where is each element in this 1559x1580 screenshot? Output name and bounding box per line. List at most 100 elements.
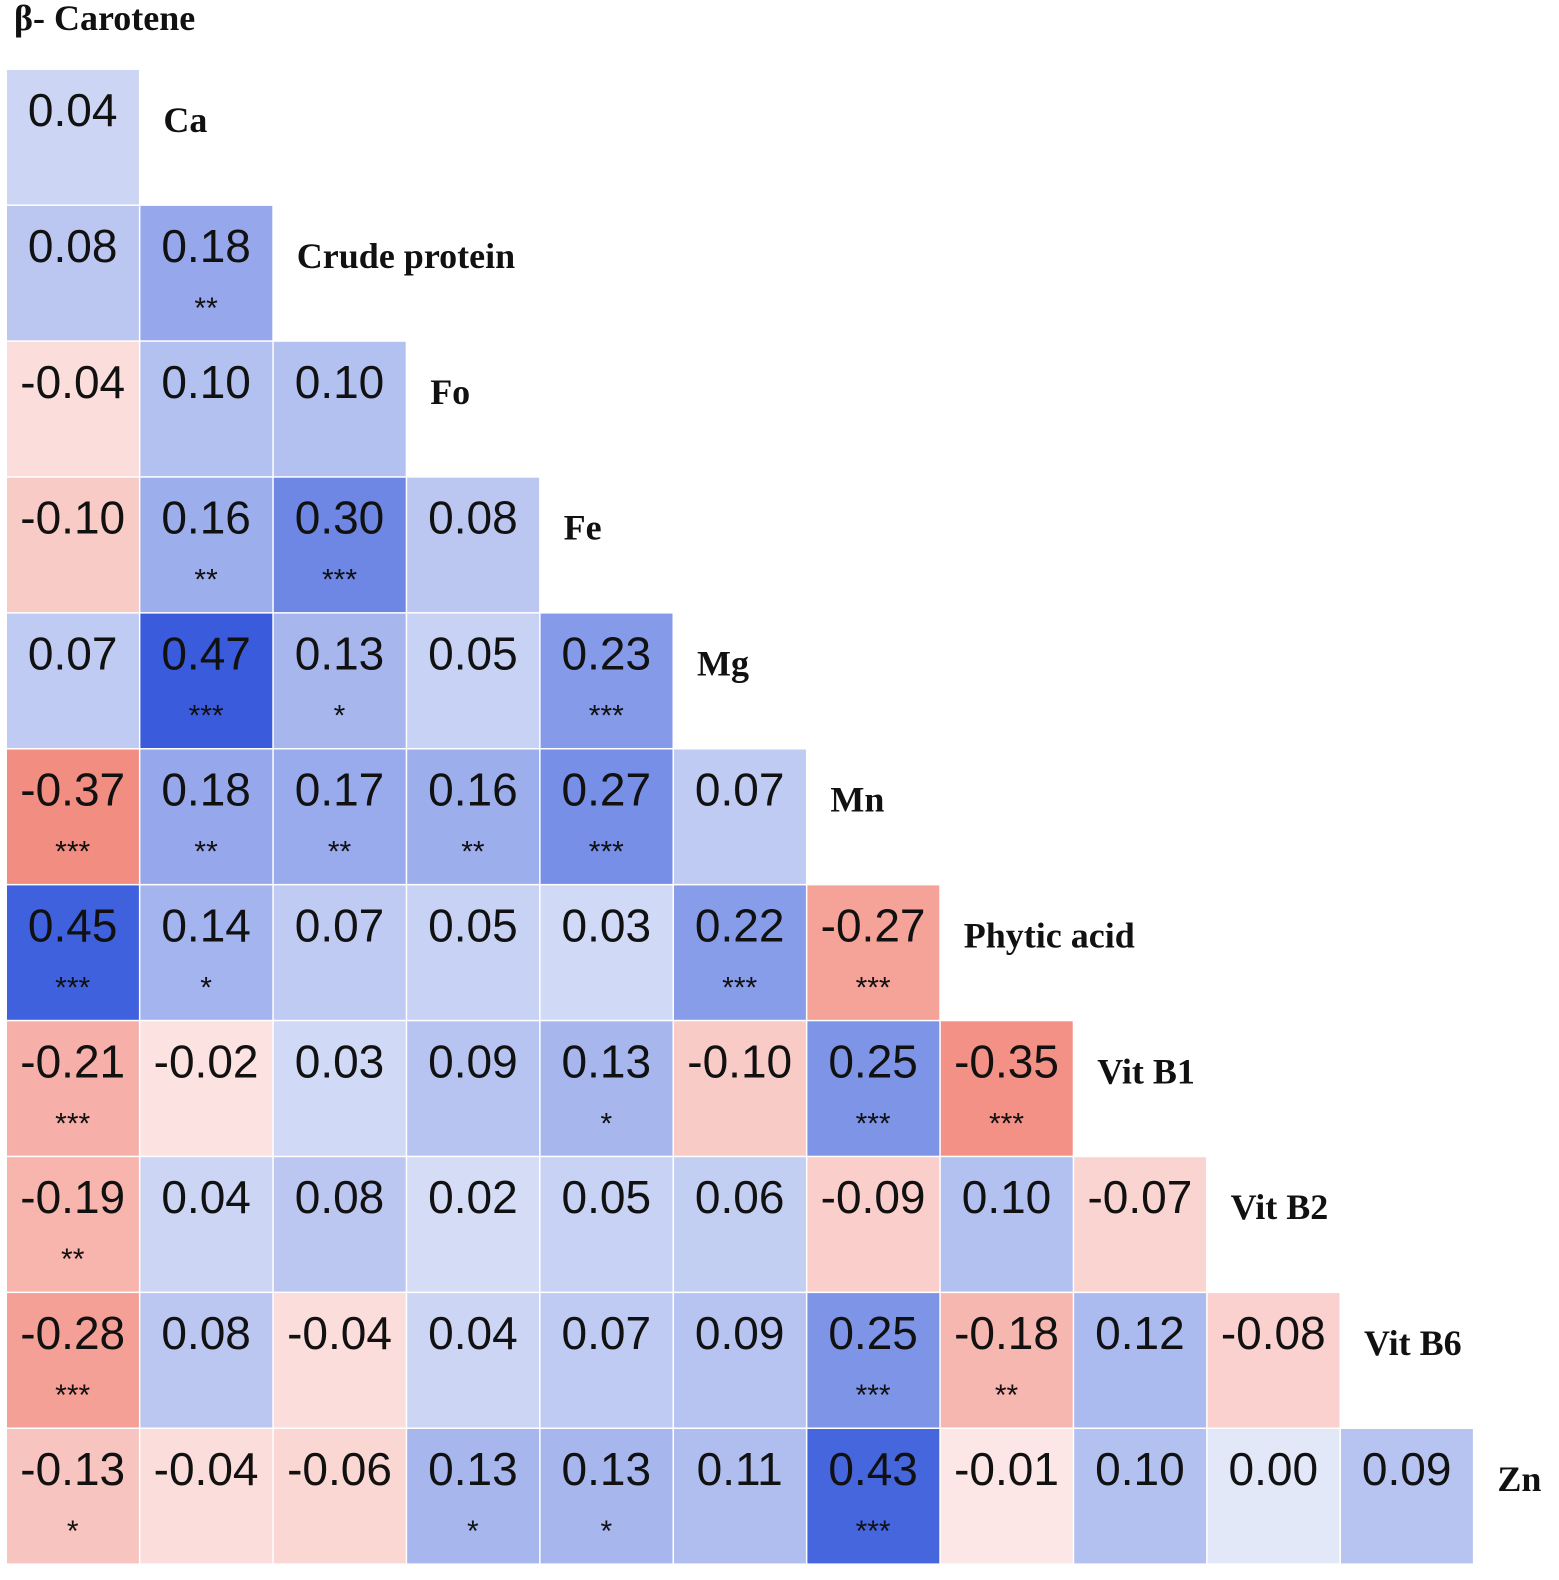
cell-significance-label: ** — [328, 836, 352, 869]
heatmap-cell-vit-b1-fo — [407, 1021, 540, 1156]
heatmap-cell-ca-carotene — [7, 70, 139, 205]
heatmap-cell-vit-b2-vit-b1 — [1074, 1157, 1207, 1292]
cell-value-label: 0.30 — [295, 492, 385, 544]
cell-value-label: 0.13 — [295, 628, 385, 680]
variable-label-zn: Zn — [1497, 1459, 1541, 1499]
heatmap-cell-fo-ca — [140, 341, 273, 477]
heatmap-cell-fe-carotene — [7, 477, 139, 613]
heatmap-cell-vit-b2-ca — [140, 1157, 273, 1292]
heatmap-cell-vit-b2-carotene — [7, 1157, 139, 1292]
cell-significance-label: ** — [61, 1243, 85, 1276]
cell-value-label: -0.09 — [821, 1171, 926, 1223]
heatmap-cell-vit-b6-mg — [674, 1293, 806, 1428]
cell-value-label: 0.14 — [161, 899, 251, 951]
heatmap-cell-vit-b1-mg — [674, 1021, 806, 1156]
heatmap-cell-phytic-acid-mn — [807, 885, 940, 1020]
heatmap-cell-fe-fo — [407, 477, 540, 613]
cell-value-label: 0.09 — [1362, 1443, 1452, 1495]
cell-significance-label: * — [200, 971, 212, 1004]
cell-value-label: -0.19 — [20, 1171, 125, 1223]
cell-value-label: 0.07 — [295, 899, 385, 951]
cell-value-label: 0.13 — [562, 1035, 652, 1087]
heatmap-cell-vit-b1-mn — [807, 1021, 940, 1156]
heatmap-cell-vit-b2-fo — [407, 1157, 540, 1292]
cell-value-label: 0.45 — [28, 899, 118, 951]
heatmap-cell-zn-fo — [407, 1429, 540, 1564]
heatmap-cell-mn-fe — [540, 749, 673, 884]
cell-value-label: -0.28 — [20, 1307, 125, 1359]
cell-value-label: 0.17 — [295, 764, 385, 816]
heatmap-cell-vit-b2-mn — [807, 1157, 940, 1292]
cell-value-label: -0.27 — [821, 899, 926, 951]
heatmap-cell-zn-mg — [674, 1429, 806, 1564]
heatmap-cell-mn-mg — [674, 749, 806, 884]
cell-value-label: -0.02 — [154, 1035, 259, 1087]
cell-value-label: 0.08 — [28, 220, 118, 272]
cell-significance-label: *** — [55, 1379, 90, 1412]
heatmap-cell-vit-b1-carotene — [7, 1021, 139, 1156]
cell-value-label: 0.16 — [428, 764, 518, 816]
cell-significance-label: * — [600, 1107, 612, 1140]
cell-value-label: 0.05 — [428, 899, 518, 951]
cell-value-label: 0.04 — [161, 1171, 251, 1223]
cell-significance-label: * — [67, 1515, 79, 1548]
cell-significance-label: *** — [322, 564, 357, 597]
heatmap-cell-zn-phytic-acid — [940, 1429, 1073, 1564]
variable-label-vit-b1: Vit B1 — [1097, 1051, 1195, 1091]
cell-significance-label: *** — [55, 971, 90, 1004]
variable-label-mg: Mg — [697, 644, 749, 684]
heatmap-cell-vit-b6-vit-b1 — [1074, 1293, 1207, 1428]
cell-value-label: -0.07 — [1087, 1171, 1192, 1223]
cell-value-label: -0.13 — [20, 1443, 125, 1495]
cell-value-label: 0.06 — [695, 1171, 785, 1223]
cell-value-label: 0.10 — [295, 356, 385, 408]
cell-value-label: 0.18 — [161, 764, 251, 816]
cell-significance-label: *** — [55, 836, 90, 869]
cell-value-label: 0.07 — [28, 628, 118, 680]
cell-value-label: 0.13 — [562, 1443, 652, 1495]
cell-significance-label: *** — [856, 1515, 891, 1548]
heatmap-cell-mn-fo — [407, 749, 540, 884]
heatmap-cell-vit-b6-fe — [540, 1293, 673, 1428]
heatmap-cell-phytic-acid-carotene — [7, 885, 139, 1020]
cell-significance-label: *** — [856, 971, 891, 1004]
variable-label-beta-carotene: β- Carotene — [14, 0, 195, 38]
cell-value-label: -0.01 — [954, 1443, 1059, 1495]
heatmap-cell-mn-carotene — [7, 749, 139, 884]
heatmap-cell-vit-b1-phytic-acid — [940, 1021, 1073, 1156]
cell-value-label: 0.18 — [161, 220, 251, 272]
cell-value-label: 0.07 — [562, 1307, 652, 1359]
heatmap-cell-mg-fe — [540, 613, 673, 748]
heatmap-cell-vit-b2-mg — [674, 1157, 806, 1292]
heatmap-cell-vit-b2-phytic-acid — [940, 1157, 1073, 1292]
cell-value-label: 0.09 — [428, 1035, 518, 1087]
variable-label-vit-b2: Vit B2 — [1231, 1187, 1329, 1227]
cell-value-label: 0.08 — [428, 492, 518, 544]
cell-significance-label: * — [334, 700, 346, 733]
heatmap-cell-mn-crude-protein — [273, 749, 406, 884]
cell-value-label: 0.00 — [1229, 1443, 1319, 1495]
cell-value-label: 0.04 — [28, 84, 118, 136]
heatmap-cell-vit-b1-ca — [140, 1021, 273, 1156]
cell-value-label: 0.11 — [697, 1443, 783, 1495]
heatmap-cell-phytic-acid-mg — [674, 885, 806, 1020]
cell-value-label: 0.04 — [428, 1307, 518, 1359]
cell-significance-label: *** — [722, 971, 757, 1004]
cell-value-label: 0.23 — [562, 628, 652, 680]
heatmap-cell-mg-carotene — [7, 613, 139, 748]
heatmap-cell-vit-b6-phytic-acid — [940, 1293, 1073, 1428]
cell-significance-label: ** — [194, 836, 218, 869]
cell-significance-label: *** — [55, 1107, 90, 1140]
heatmap-cell-zn-ca — [140, 1429, 273, 1564]
heatmap-cell-fo-carotene — [7, 341, 139, 477]
heatmap-cell-vit-b1-fe — [540, 1021, 673, 1156]
cell-value-label: 0.05 — [562, 1171, 652, 1223]
heatmap-cell-zn-vit-b1 — [1074, 1429, 1207, 1564]
cell-value-label: -0.04 — [287, 1307, 392, 1359]
cell-significance-label: *** — [189, 700, 224, 733]
variable-label-phytic-acid: Phytic acid — [964, 915, 1135, 955]
heatmap-cell-fe-crude-protein — [273, 477, 406, 613]
variable-label-fo: Fo — [430, 372, 470, 412]
cell-value-label: 0.43 — [828, 1443, 918, 1495]
heatmap-cell-phytic-acid-crude-protein — [273, 885, 406, 1020]
